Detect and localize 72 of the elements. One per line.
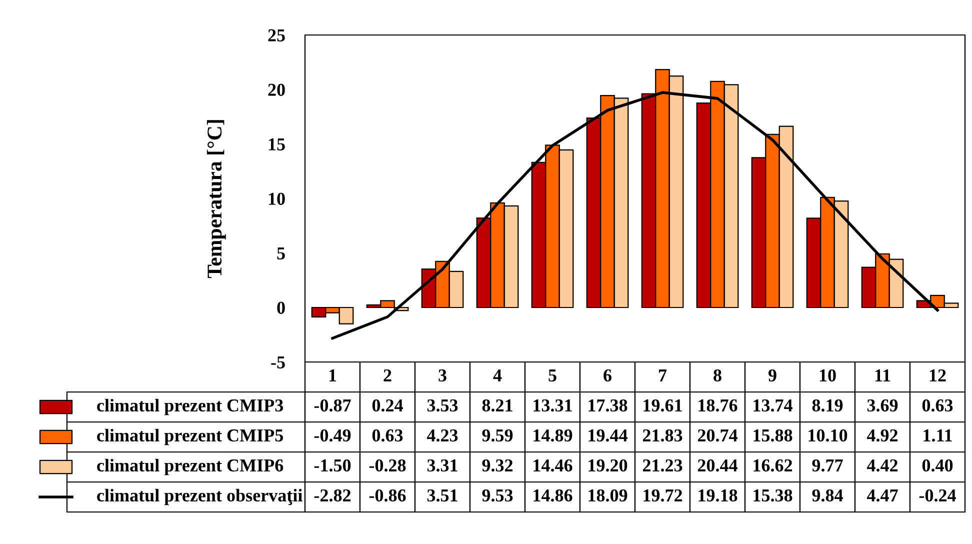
legend-label: climatul prezent CMIP6 [97, 458, 284, 476]
x-tick-label: 10 [820, 369, 836, 382]
data-label: 0.63 [922, 399, 953, 412]
data-label: 3.51 [427, 489, 458, 502]
data-label: 3.69 [867, 399, 898, 412]
data-label: 19.18 [698, 489, 738, 502]
y-tick-label: 25 [268, 29, 285, 42]
data-label: -2.82 [314, 489, 351, 502]
data-label: 0.24 [372, 399, 403, 412]
x-tick-label: 12 [930, 369, 946, 382]
data-label: -0.49 [314, 429, 351, 442]
data-label: 4.92 [866, 429, 898, 442]
data-label: 4.23 [426, 429, 458, 442]
x-tick-label: 8 [714, 369, 722, 382]
data-label: 15.88 [754, 429, 792, 442]
x-tick-label: 9 [768, 369, 776, 382]
data-label: 9.32 [482, 459, 513, 472]
legend-label: climatul prezent CMIP3 [97, 398, 284, 416]
data-label: 15.38 [754, 489, 792, 502]
data-label: -1.50 [314, 459, 351, 472]
data-label: 9.53 [482, 489, 513, 502]
data-label: 18.76 [698, 399, 738, 412]
data-label: 16.62 [754, 459, 792, 472]
data-label: 9.59 [482, 429, 513, 442]
x-tick-label: 11 [875, 369, 890, 382]
x-tick-label: 7 [659, 370, 667, 382]
legend-label: climatul prezent observaţii [97, 488, 302, 506]
data-label: 14.86 [534, 489, 572, 502]
data-label: 13.74 [754, 399, 792, 412]
data-label: 9.84 [812, 489, 843, 502]
data-label: 19.72 [644, 489, 682, 502]
data-label: 21.83 [642, 429, 682, 442]
data-label: 8.19 [812, 399, 843, 412]
data-label: 20.44 [698, 459, 738, 472]
y-tick-label: 15 [268, 138, 285, 150]
data-label: 0.63 [372, 429, 403, 442]
data-label: 10.10 [808, 429, 848, 442]
data-label: -0.87 [314, 399, 351, 412]
data-label: 3.31 [427, 459, 458, 472]
data-label: 14.89 [534, 429, 572, 442]
data-label: -0.24 [919, 489, 956, 502]
x-tick-label: 4 [493, 369, 502, 382]
y-tick-label: 0 [277, 302, 285, 314]
y-axis-title: Temperatura [°C] [206, 120, 226, 278]
data-label: 1.11 [924, 429, 952, 442]
y-tick-label: 20 [268, 84, 285, 96]
data-label: 8.21 [482, 399, 512, 412]
legend-label: climatul prezent CMIP5 [97, 428, 283, 446]
x-tick-label: 3 [438, 369, 446, 382]
data-label: 13.31 [534, 399, 572, 412]
data-label: 19.44 [588, 429, 628, 442]
data-label: -0.28 [369, 459, 406, 472]
data-label: 9.77 [812, 459, 843, 472]
y-tick-label: -5 [271, 356, 285, 368]
data-label: 4.47 [866, 489, 898, 502]
x-tick-label: 2 [384, 369, 392, 382]
x-tick-label: 1 [329, 369, 336, 382]
data-label: 18.09 [588, 489, 628, 502]
data-label: 3.53 [427, 399, 458, 412]
data-label: 21.23 [642, 459, 682, 472]
data-label: -0.86 [369, 489, 406, 502]
x-tick-label: 5 [548, 370, 556, 382]
data-label: 19.61 [644, 399, 682, 412]
data-label: 20.74 [698, 429, 738, 442]
data-label: 17.38 [588, 399, 628, 412]
x-tick-label: 6 [604, 369, 612, 382]
y-tick-label: 5 [277, 247, 285, 260]
data-label: 14.46 [534, 459, 572, 472]
data-label: 0.40 [922, 459, 953, 472]
data-label: 19.20 [588, 459, 628, 472]
data-label: 4.42 [866, 459, 898, 472]
y-tick-label: 10 [268, 192, 285, 205]
